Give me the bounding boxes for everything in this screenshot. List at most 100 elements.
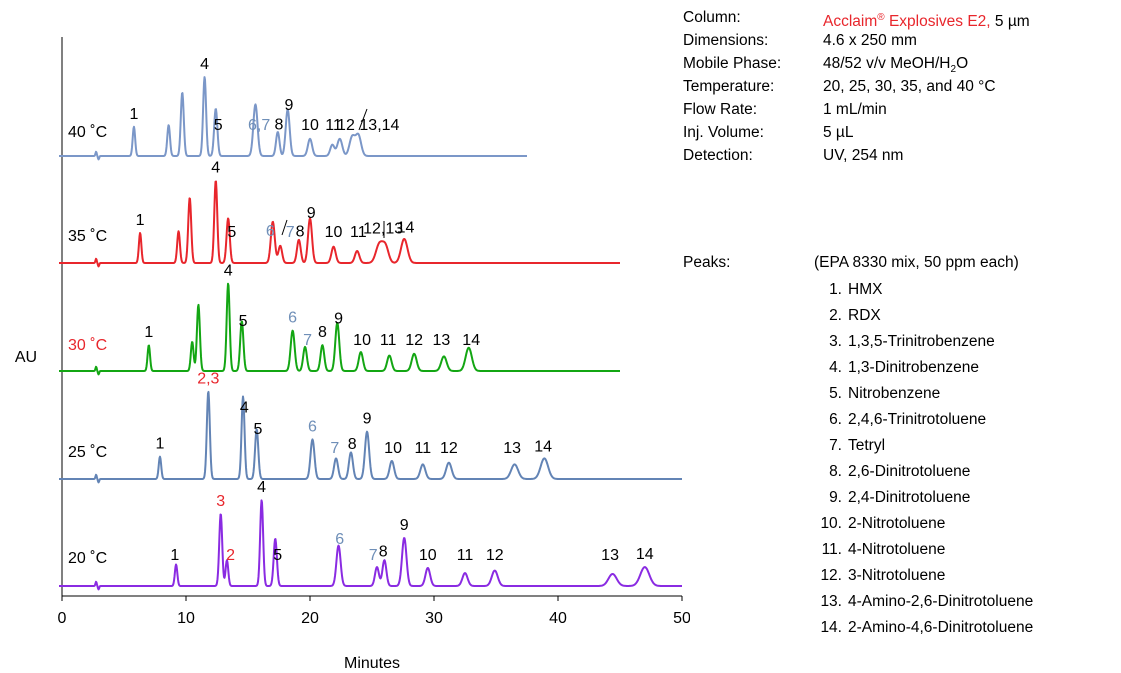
peak-name: 2-Amino-4,6-Dinitrotoluene [848,619,1034,636]
column-label: Column: [683,9,741,26]
peak-label: 14 [534,438,552,455]
temperature-label: Temperature: [683,78,775,95]
peak-label: 9 [307,205,316,222]
peak-label: 6 [266,223,275,240]
flow-rate-label: Flow Rate: [683,101,758,118]
peak-label: 8 [379,544,388,561]
peak-label: 8 [348,436,357,453]
peak-label: 1 [136,212,145,229]
peak-label: 12 [486,547,504,564]
peak-label: 1 [156,436,165,453]
chromatogram-trace [58,390,683,484]
peak-label: 6 [308,418,317,435]
detection-label: Detection: [683,147,753,164]
peak-label: 14 [636,546,654,563]
peak-label: 11 [457,547,474,564]
chromatogram-trace [58,180,621,268]
peak-list-item: 10. 2-Nitrotoluene [814,514,945,534]
trace-temperature-label: 20 ˚C [68,550,107,567]
dimensions-label: Dimensions: [683,32,769,49]
peak-list-item: 8. 2,6-Dinitrotoluene [814,462,970,482]
mobile-phase-label: Mobile Phase: [683,55,782,72]
peak-number: 8. [829,463,842,480]
peak-name: 2,4,6-Trinitrotoluene [848,411,987,428]
trace-temperature-label: 30 ˚C [68,337,107,354]
peak-number: 14. [820,619,842,636]
peak-name: Tetryl [848,437,886,454]
peak-list-item: 5. Nitrobenzene [814,384,940,404]
peak-list-item: 14. 2-Amino-4,6-Dinitrotoluene [814,618,1033,638]
peak-number: 6. [829,411,842,428]
x-axis-title: Minutes [344,655,400,672]
peak-list-item: 6. 2,4,6-Trinitrotoluene [814,410,986,430]
peak-label: 11 [350,224,367,241]
detection-value: UV, 254 nm [823,147,904,164]
peak-label: 7 [286,224,295,241]
peak-label: 4 [211,159,220,176]
peak-name: HMX [848,281,883,298]
peak-label: 7 [369,547,378,564]
peak-label: 9 [363,411,372,428]
x-tick-label: 40 [549,610,567,627]
peak-number: 10. [820,515,842,532]
peak-label: 5 [239,313,248,330]
y-axis-title: AU [15,349,37,366]
peak-label: 10 [301,117,319,134]
peak-label: 7 [303,332,312,349]
peaks-header: Peaks: (EPA 8330 mix, 50 ppm each) [683,254,1019,272]
peak-list-item: 11. 4-Nitrotoluene [814,540,946,560]
peak-number: 12. [820,567,842,584]
peak-label: 13 [433,332,451,349]
peak-label: 10 [353,332,371,349]
peak-list-item: 2. RDX [814,306,881,326]
peak-number: 11. [821,541,842,558]
peak-label: 14 [397,220,415,237]
peak-label: 12 [337,117,355,134]
peak-label: 12 [440,440,458,457]
peak-number: 3. [829,333,842,350]
peak-list-item: 7. Tetryl [814,436,885,456]
peak-name: 1,3,5-Trinitrobenzene [848,333,995,350]
peak-label: 9 [334,310,343,327]
peak-label: 12 [405,332,423,349]
peak-label: 4 [200,56,209,73]
trace-temperature-label: 25 ˚C [68,444,107,461]
peak-label: 13,14 [359,117,399,134]
peak-label: 10 [419,547,437,564]
column-name-rest: Explosives E2, [884,13,991,31]
peak-label: 10 [384,440,402,457]
peak-label: 9 [400,517,409,534]
peak-label: 2,3 [197,370,219,387]
peak-label: 10 [325,224,343,241]
peak-name: RDX [848,307,881,324]
peak-name: 1,3-Dinitrobenzene [848,359,979,376]
peak-label: 8 [296,223,305,240]
mobile-phase-value: 48/52 v/v MeOH/H2O [823,54,968,80]
temperature-value: 20, 25, 30, 35, and 40 °C [823,78,996,95]
leader-line-13-14 [358,108,368,131]
peak-number: 5. [829,385,842,402]
peak-label: 11 [325,117,342,134]
mobile-phase-sub: 2 [950,64,957,76]
peak-label: 11 [380,332,397,349]
peak-number: 13. [820,593,842,610]
inj-volume-label: Inj. Volume: [683,124,764,141]
x-tick-label: 30 [425,610,443,627]
peak-label: 5 [214,117,223,134]
peak-name: Nitrobenzene [848,385,941,402]
registered-mark: ® [877,12,885,23]
peak-label: 1 [144,324,153,341]
peak-label: 9 [284,97,293,114]
chromatogram-trace [58,76,528,161]
peak-name: 2-Nitrotoluene [848,515,946,532]
inj-volume-value: 5 µL [823,124,854,141]
peak-label: 3 [216,493,225,510]
peak-label: 6 [335,531,344,548]
peaks-note: (EPA 8330 mix, 50 ppm each) [814,254,1019,271]
x-tick-label: 50 [673,610,690,627]
peak-label: 4 [240,400,249,417]
peak-list-item: 9. 2,4-Dinitrotoluene [814,488,970,508]
peak-name: 2,4-Dinitrotoluene [848,489,971,506]
peak-list-item: 13. 4-Amino-2,6-Dinitrotoluene [814,592,1033,612]
peak-name: 2,6-Dinitrotoluene [848,463,971,480]
